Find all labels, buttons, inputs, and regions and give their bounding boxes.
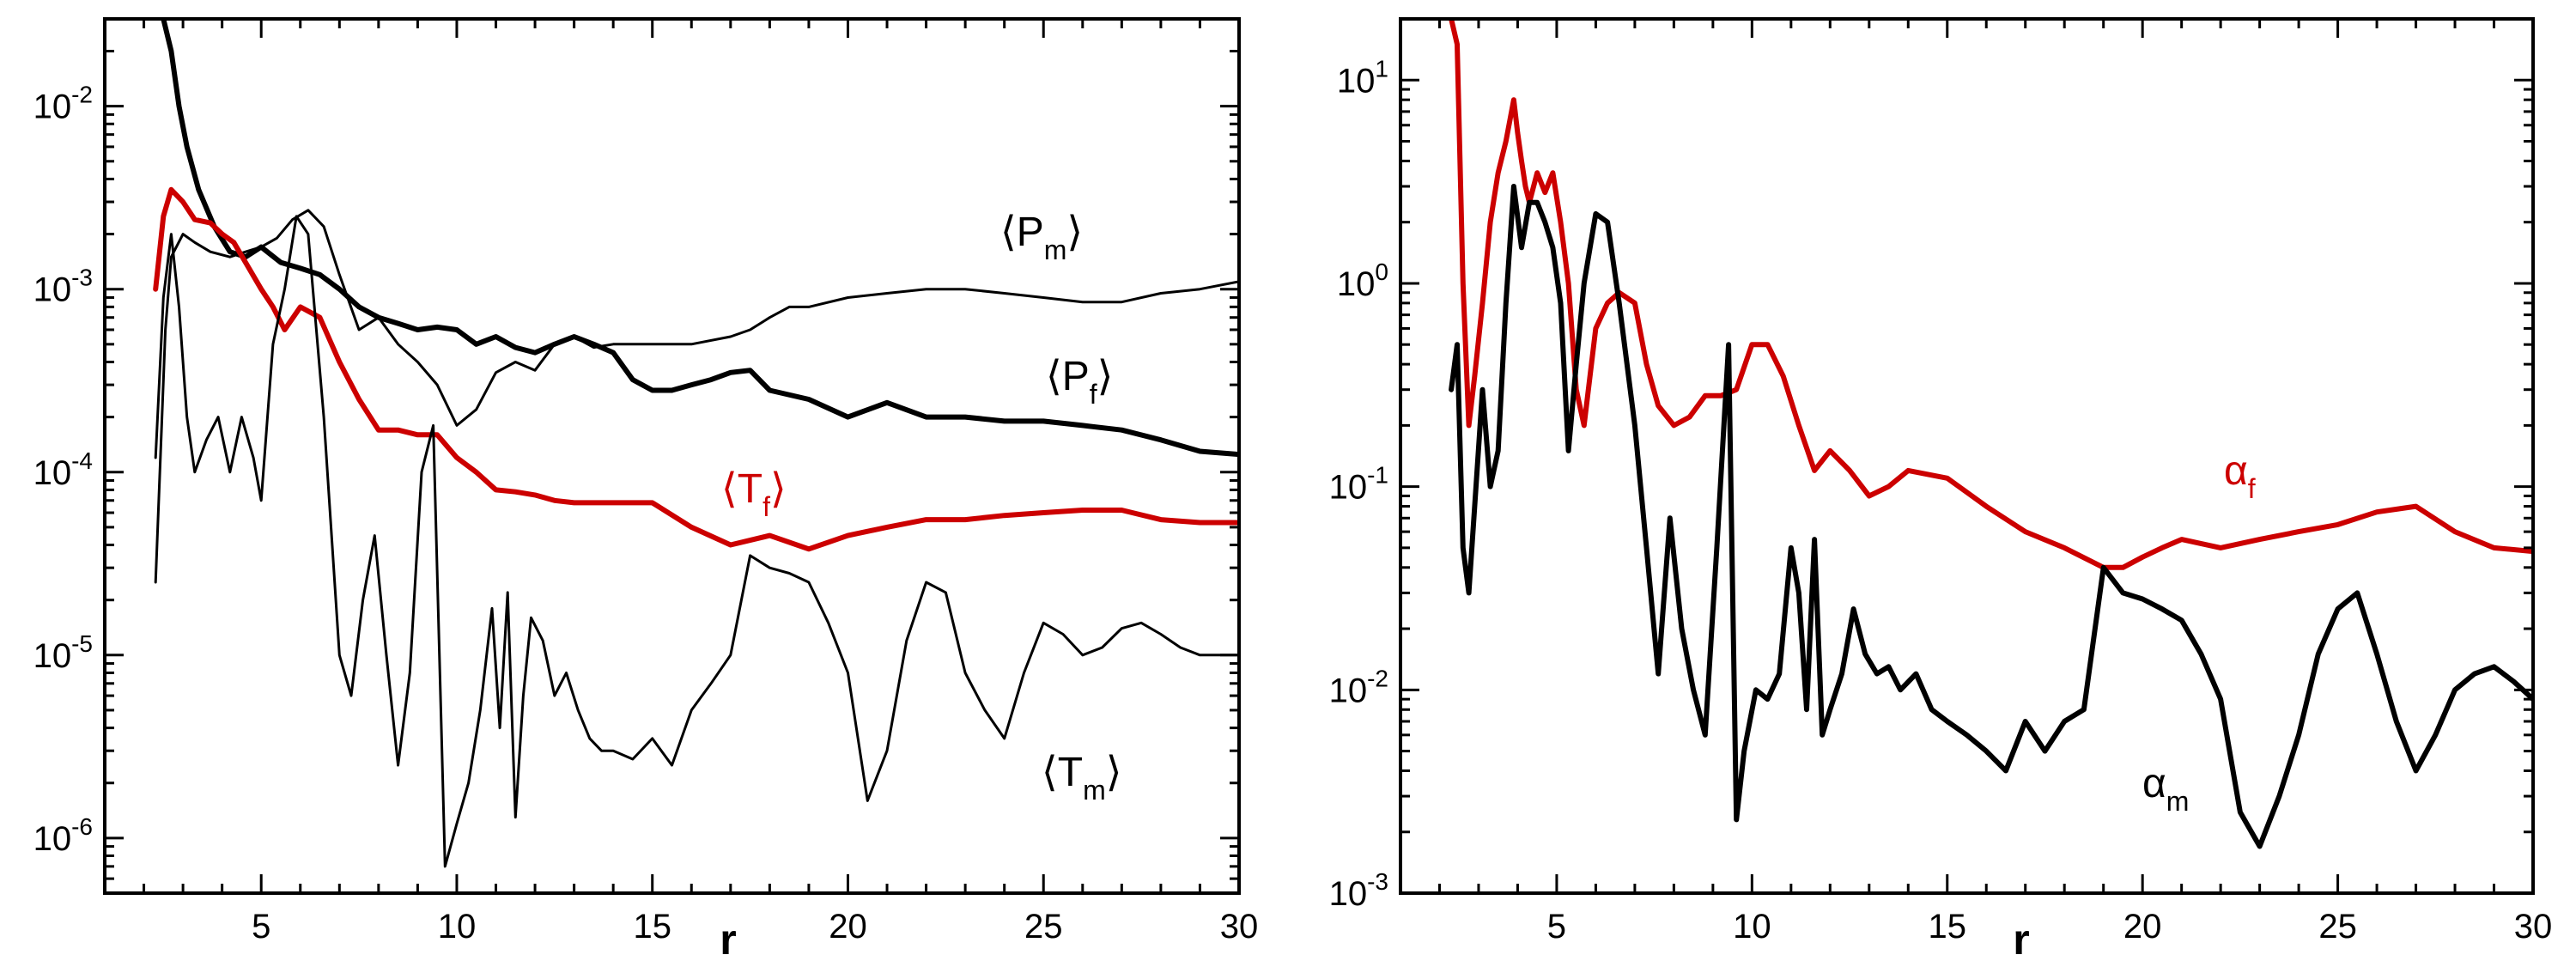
series-line-pf: [161, 19, 1239, 458]
plot-frame: [103, 17, 1241, 895]
x-tick-label: 20: [829, 908, 867, 946]
y-tick-label: 10-6: [33, 813, 93, 858]
y-tick-label: 101: [1337, 55, 1388, 100]
y-tick-label: 10-1: [1329, 462, 1388, 507]
x-tick-label: 5: [1547, 908, 1566, 946]
x-tick-label: 25: [1024, 908, 1063, 946]
plot-frame: [1399, 17, 2535, 895]
series-line-tf: [153, 186, 1239, 552]
x-tick-label: 10: [438, 908, 477, 946]
series-line-tm: [154, 215, 1239, 868]
y-tick-label: 10-2: [33, 82, 93, 126]
series-line-αm: [1449, 184, 2533, 849]
series-label-pf: ⟨Pf⟩: [1046, 354, 1113, 410]
series-label-tm: ⟨Tm⟩: [1042, 750, 1121, 806]
series-label-pm: ⟨Pm⟩: [1000, 210, 1083, 265]
x-tick-label: 20: [2123, 908, 2162, 946]
y-tick-label: 10-3: [33, 265, 93, 309]
x-tick-label: 15: [1929, 908, 1967, 946]
y-tick-label: 10-2: [1329, 665, 1388, 709]
x-tick-label: 30: [2514, 908, 2553, 946]
x-tick-label: 10: [1733, 908, 1771, 946]
x-tick-label: 5: [252, 908, 270, 946]
y-tick-label: 10-5: [33, 630, 93, 675]
series-line-αf: [1449, 19, 2533, 570]
left-panel: 5 10 15 20 25 30 10-6 10-5 10-4 10-3 10-2 r ⟨Pm⟩ ⟨Pf⟩…: [33, 17, 1259, 964]
series-label-αm: αm: [2142, 761, 2189, 817]
y-tick-label: 10-4: [33, 447, 93, 492]
series-label-αf: αf: [2224, 448, 2256, 504]
x-axis-title: r: [720, 915, 736, 964]
y-tick-label: 100: [1337, 258, 1388, 303]
x-axis-title: r: [2013, 915, 2029, 964]
x-tick-label: 15: [633, 908, 671, 946]
x-tick-label: 30: [1220, 908, 1259, 946]
y-tick-label: 10-3: [1329, 868, 1388, 913]
series-label-tf: ⟨Tf⟩: [721, 466, 787, 522]
x-tick-label: 25: [2318, 908, 2357, 946]
right-panel: 5 10 15 20 25 30 10-3 10-2 10-1 100 101 r αf αm: [1329, 17, 2553, 964]
